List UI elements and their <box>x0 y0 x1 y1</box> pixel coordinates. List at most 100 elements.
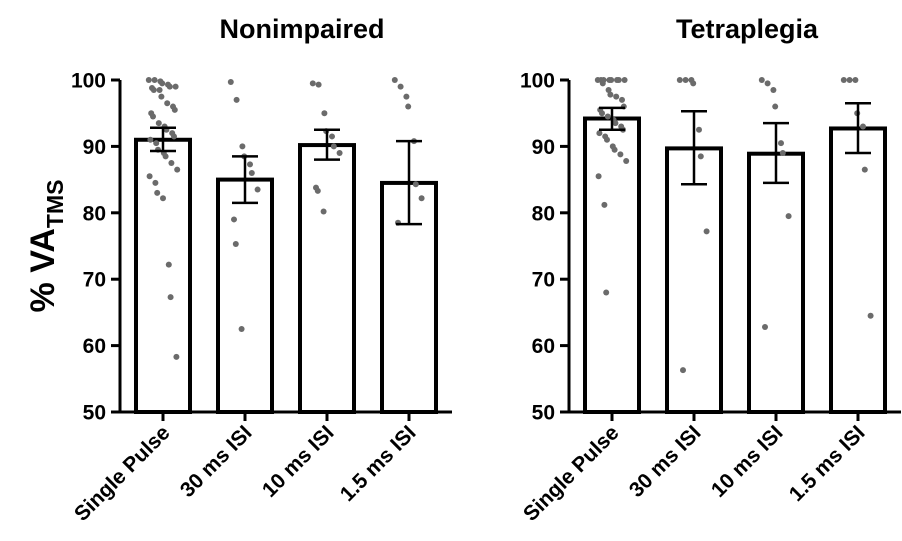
data-point <box>613 93 620 100</box>
data-point <box>762 324 768 331</box>
data-point <box>315 81 322 88</box>
data-point <box>608 77 615 83</box>
y-tick-label: 100 <box>71 70 106 93</box>
data-point <box>601 201 608 208</box>
data-point <box>846 77 853 83</box>
data-point <box>336 150 343 157</box>
x-tick-label: Single Pulse <box>70 421 175 526</box>
y-tick-label: 80 <box>83 202 106 225</box>
data-point <box>758 77 765 83</box>
data-point <box>166 83 173 90</box>
y-tick-label: 90 <box>532 136 555 159</box>
data-point <box>603 289 610 296</box>
data-point <box>239 143 246 150</box>
data-point <box>680 367 686 374</box>
data-point <box>164 100 171 107</box>
bar <box>134 137 192 414</box>
data-point <box>151 77 158 83</box>
data-point <box>171 133 177 140</box>
data-point <box>167 294 174 301</box>
data-point <box>231 216 237 223</box>
data-point <box>314 187 321 194</box>
y-tick-label: 50 <box>532 402 555 425</box>
data-point <box>405 103 412 110</box>
data-point <box>320 208 327 215</box>
data-point <box>162 153 169 160</box>
y-tick-label: 100 <box>520 70 555 93</box>
data-point <box>840 77 847 83</box>
data-point <box>174 166 181 173</box>
data-point <box>247 161 253 168</box>
data-point <box>418 195 425 202</box>
data-point <box>604 113 611 120</box>
y-axis-label-text: % VATMS <box>24 180 68 313</box>
bar <box>747 151 805 414</box>
data-point <box>697 153 704 160</box>
data-point <box>611 146 618 153</box>
data-point <box>682 77 689 83</box>
data-point <box>867 312 874 319</box>
data-point <box>156 86 163 93</box>
bar <box>829 126 887 415</box>
data-point <box>690 80 697 87</box>
data-point <box>607 91 614 98</box>
x-tick-label: 30 ms ISI <box>625 421 706 502</box>
data-point <box>146 173 153 180</box>
data-point <box>158 93 165 100</box>
y-tick-label: 70 <box>83 269 106 292</box>
data-point <box>676 77 683 83</box>
data-point <box>173 353 180 360</box>
y-axis-label: % VATMS <box>24 180 68 313</box>
data-point <box>145 77 152 83</box>
data-point <box>168 160 175 166</box>
bar <box>583 116 641 415</box>
x-tick-label: Single Pulse <box>519 421 624 526</box>
chart-title: Tetraplegia <box>676 14 819 44</box>
data-point <box>785 213 792 220</box>
data-point <box>171 106 178 113</box>
data-point <box>599 110 605 117</box>
data-point <box>160 195 166 202</box>
data-point <box>254 186 261 193</box>
bar <box>298 143 356 415</box>
x-tick-label: 10 ms ISI <box>707 421 788 502</box>
data-point <box>147 136 154 143</box>
x-tick-label: 1.5 ms ISI <box>336 421 421 506</box>
data-point <box>615 77 622 83</box>
y-tick-label: 80 <box>532 202 555 225</box>
data-point <box>619 96 625 103</box>
y-tick-label: 50 <box>83 402 106 425</box>
data-point <box>321 110 328 117</box>
y-axis-label-subscript: TMS <box>42 180 68 229</box>
data-point <box>391 77 398 83</box>
data-point <box>770 86 777 93</box>
y-tick-label: 60 <box>532 335 555 358</box>
data-point <box>772 103 779 110</box>
data-point <box>154 189 161 196</box>
data-point <box>604 136 610 143</box>
data-point <box>329 133 335 140</box>
data-point <box>778 140 784 147</box>
data-point <box>227 78 234 85</box>
x-tick-label: 30 ms ISI <box>176 421 257 502</box>
data-point <box>309 80 316 87</box>
data-point <box>861 166 868 173</box>
data-point <box>412 181 419 188</box>
panel-nonimpaired: Nonimpaired 50 60 70 80 90 100 Single Pulse 30 m… <box>70 14 452 526</box>
x-tick-label: 1.5 ms ISI <box>785 421 870 506</box>
y-tick-label: 70 <box>532 269 555 292</box>
bar <box>216 177 274 414</box>
data-point <box>403 93 410 100</box>
data-point <box>764 80 771 87</box>
data-point <box>599 80 606 87</box>
y-axis-label-main: % VA <box>24 228 62 312</box>
panel-tetraplegia: Tetraplegia 50 60 70 80 90 100 Single Pulse 30 m… <box>519 14 901 526</box>
data-point <box>595 173 602 180</box>
data-point <box>779 150 786 157</box>
data-point <box>696 126 702 133</box>
x-tick-label: 10 ms ISI <box>258 421 339 502</box>
data-point <box>621 77 628 83</box>
data-point <box>150 86 157 93</box>
data-point <box>623 158 630 165</box>
